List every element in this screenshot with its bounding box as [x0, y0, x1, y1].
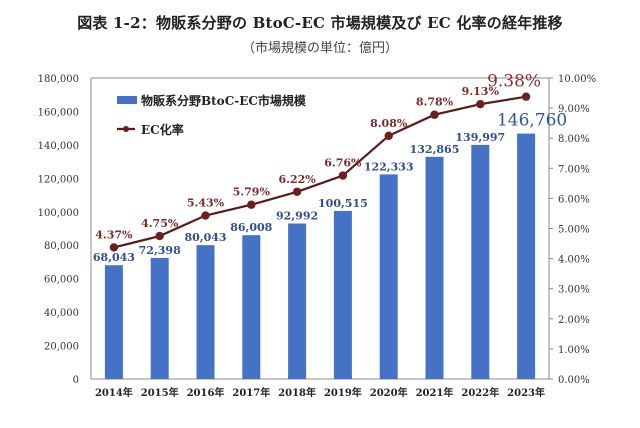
left-y-tick-label: 180,000: [38, 74, 79, 85]
x-axis: 2014年 2015年 2016年 2017年 2018年 2019年 2020年 2021年…: [95, 386, 545, 399]
ec-rate-data-label: 4.37%: [95, 228, 133, 241]
ec-rate-marker: [476, 99, 485, 109]
left-y-tick-label: 120,000: [38, 174, 79, 185]
right-y-tick-label: 1.00%: [558, 345, 590, 356]
x-tick-label: 2014年: [95, 386, 133, 399]
bar: [333, 210, 352, 379]
bar-data-label: 86,008: [230, 221, 272, 234]
left-y-tick-label: 60,000: [44, 275, 79, 286]
ec-rate-marker: [430, 110, 439, 119]
bar-series: [104, 133, 536, 379]
bar-data-label: 72,398: [139, 244, 181, 257]
ec-rate-data-label: 6.22%: [278, 173, 316, 186]
bar-data-label: 100,515: [318, 197, 368, 210]
right-y-tick-label: 2.00%: [558, 315, 590, 326]
right-y-tick-label: 4.00%: [558, 255, 590, 266]
x-tick-label: 2023年: [507, 386, 545, 399]
bar: [288, 223, 307, 379]
x-tick-label: 2021年: [416, 386, 454, 399]
ec-rate-marker: [384, 131, 393, 140]
legend-line-label: EC化率: [141, 122, 184, 137]
legend-bar-label: 物販系分野BtoC-EC市場規模: [141, 93, 307, 108]
bar: [104, 265, 123, 379]
x-tick-label: 2019年: [324, 386, 362, 399]
line-series: [109, 92, 531, 252]
ec-rate-marker: [109, 243, 119, 252]
ec-rate-data-label: 8.78%: [416, 96, 454, 109]
bar-data-label: 92,992: [276, 209, 318, 222]
x-tick-label: 2022年: [461, 386, 499, 399]
bar: [517, 133, 536, 379]
left-y-tick-label: 140,000: [38, 141, 79, 152]
right-y-tick-label: 8.00%: [558, 134, 590, 145]
bar: [471, 144, 490, 379]
ec-rate-data-label: 5.79%: [233, 186, 271, 199]
bar-data-label: 139,997: [455, 131, 505, 144]
ec-rate-marker: [338, 171, 348, 180]
ec-rate-marker: [201, 211, 210, 220]
ec-rate-line: [113, 95, 527, 249]
right-y-axis: 0.00% 1.00% 2.00% 3.00% 4.00% 5.00% 6.00% 7.00%…: [549, 74, 596, 386]
ec-rate-marker: [155, 231, 164, 241]
right-y-tick-label: 7.00%: [558, 164, 590, 175]
ec-rate-data-label: 8.08%: [370, 117, 408, 130]
right-y-tick-label: 3.00%: [558, 285, 590, 296]
right-y-tick-label: 9.00%: [558, 104, 590, 115]
right-y-tick-label: 0.00%: [558, 375, 590, 386]
bar: [425, 156, 444, 379]
x-tick-label: 2016年: [187, 386, 225, 399]
chart-title: 図表 1-2：物販系分野の BtoC-EC 市場規模及び EC 化率の経年推移: [77, 14, 563, 32]
left-y-tick-label: 20,000: [44, 342, 79, 353]
legend-line-marker-icon: [123, 126, 129, 132]
legend: 物販系分野BtoC-EC市場規模 EC化率: [117, 93, 307, 137]
ec-rate-marker: [247, 200, 256, 209]
ec-rate-data-label: 5.43%: [187, 197, 225, 210]
x-tick-label: 2017年: [232, 386, 270, 399]
bar-data-label: 122,333: [364, 160, 414, 173]
legend-bar-swatch: [117, 96, 137, 104]
ec-rate-data-label: 9.13%: [462, 85, 500, 98]
right-y-tick-label: 6.00%: [558, 194, 590, 205]
x-tick-label: 2018年: [278, 386, 316, 399]
bar-data-label: 68,043: [93, 251, 135, 264]
ec-rate-data-label: 6.76%: [324, 157, 362, 170]
left-y-tick-label: 0: [73, 375, 79, 386]
bar: [379, 174, 398, 379]
right-y-tick-label: 5.00%: [558, 225, 590, 236]
left-y-axis: 0 20,000 40,000 60,000 80,000 100,000 120,000 1…: [38, 74, 79, 386]
left-y-tick-label: 100,000: [38, 208, 79, 219]
x-tick-label: 2015年: [141, 386, 179, 399]
left-y-tick-label: 80,000: [44, 241, 79, 252]
bar: [150, 257, 169, 379]
bar-data-label: 132,865: [410, 143, 460, 156]
line-data-labels: 4.37% 4.75% 5.43% 5.79% 6.22% 6.76% 8.08% 8.78%…: [95, 72, 541, 242]
x-tick-label: 2020年: [370, 386, 408, 399]
bar: [196, 245, 215, 379]
left-y-tick-label: 40,000: [44, 308, 79, 319]
ec-rate-marker: [292, 187, 302, 196]
bar-data-label: 80,043: [184, 231, 226, 244]
left-y-tick-label: 160,000: [38, 107, 79, 118]
ec-rate-data-label: 9.38%: [487, 72, 541, 92]
bar-data-label: 146,760: [497, 111, 567, 131]
chart-subtitle: （市場規模の単位：億円）: [241, 41, 398, 56]
ec-rate-data-label: 4.75%: [141, 217, 179, 230]
ec-rate-marker: [521, 92, 531, 101]
bar: [242, 235, 261, 379]
right-y-tick-label: 10.00%: [558, 74, 596, 85]
